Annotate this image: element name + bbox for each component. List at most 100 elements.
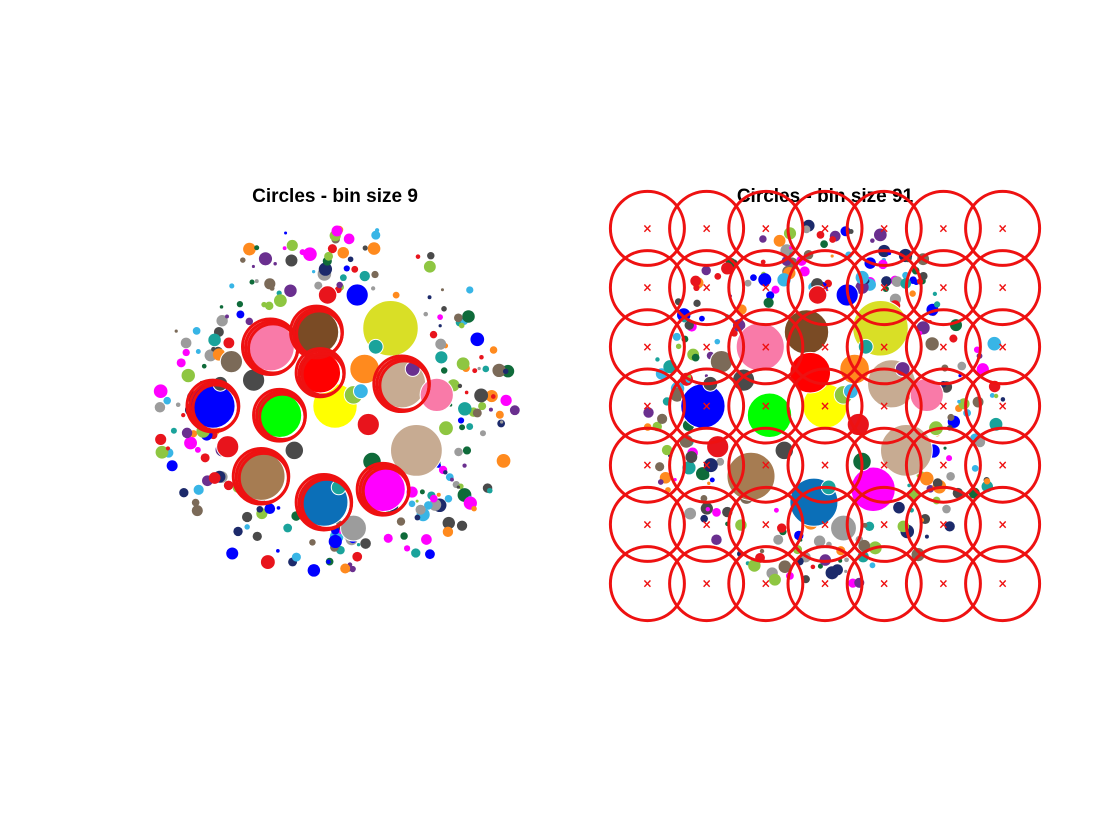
small-circle (703, 458, 718, 473)
bin-ring (668, 189, 746, 267)
small-circle (442, 526, 454, 538)
bin-center-marker: × (998, 340, 1008, 354)
bin-center-marker: × (702, 221, 712, 235)
small-circle (273, 262, 277, 266)
small-circle (462, 310, 475, 323)
data-circle (807, 285, 828, 305)
bin-ring (668, 308, 746, 386)
small-circle (712, 508, 721, 517)
small-circle (411, 548, 421, 558)
small-circle (429, 494, 438, 503)
bin-center-marker: × (702, 281, 712, 295)
bin-center-marker: × (820, 458, 830, 472)
bin-center-marker: × (761, 399, 771, 413)
small-circle (457, 383, 463, 389)
small-circle (893, 501, 905, 514)
small-circle (701, 265, 711, 276)
small-circle (258, 252, 273, 266)
small-circle (229, 283, 235, 289)
small-circle (243, 242, 256, 256)
small-circle (919, 471, 934, 486)
small-circle (831, 564, 843, 576)
small-circle (744, 279, 752, 287)
small-circle (486, 487, 493, 494)
small-circle (502, 368, 509, 375)
small-circle (166, 460, 178, 472)
small-circle (181, 427, 193, 439)
small-circle (415, 499, 419, 503)
small-circle (759, 548, 765, 554)
small-circle (400, 532, 408, 540)
small-circle (456, 520, 468, 531)
small-circle (848, 229, 854, 234)
small-circle (891, 276, 903, 287)
small-circle (462, 463, 467, 468)
small-circle (457, 417, 465, 424)
small-circle (242, 511, 253, 523)
small-circle (957, 399, 961, 404)
bin-center-marker: × (820, 281, 830, 295)
data-circle (216, 435, 240, 459)
small-circle (226, 547, 239, 560)
small-circle (303, 247, 317, 262)
small-circle (435, 338, 447, 350)
small-circle (932, 291, 938, 297)
data-circle (219, 350, 244, 374)
small-circle (225, 314, 229, 319)
small-circle (932, 478, 943, 488)
bin-center-marker: × (879, 517, 889, 531)
bin-ring (300, 477, 353, 530)
small-circle (643, 407, 654, 418)
small-circle (462, 446, 472, 455)
small-circle (750, 274, 757, 281)
small-circle (957, 361, 967, 371)
small-circle (245, 317, 254, 326)
bin-center-marker: × (879, 399, 889, 413)
small-circle (307, 564, 321, 577)
left-chart: Circles - bin size 9 (120, 186, 550, 616)
small-circle (657, 413, 668, 424)
bin-ring (964, 426, 1042, 504)
small-circle (844, 557, 849, 563)
bin-center-marker: × (820, 340, 830, 354)
bin-ring (668, 367, 746, 445)
small-circle (799, 266, 810, 277)
small-circle (477, 366, 481, 371)
bin-ring (727, 485, 805, 563)
small-circle (947, 413, 955, 421)
small-circle (771, 285, 780, 294)
small-circle (359, 270, 370, 282)
bin-ring (668, 545, 746, 623)
data-circle (345, 283, 369, 307)
small-circle (282, 246, 287, 251)
small-circle (830, 254, 834, 258)
bin-ring (608, 426, 686, 504)
bin-center-marker: × (938, 517, 948, 531)
small-circle (182, 348, 190, 357)
small-circle (450, 477, 454, 482)
small-circle (714, 272, 722, 280)
small-circle (716, 457, 725, 466)
bin-center-marker: × (820, 577, 830, 591)
small-circle (233, 526, 243, 537)
bin-center-marker: × (938, 340, 948, 354)
small-circle (153, 384, 168, 399)
small-circle (758, 273, 772, 287)
data-circle (909, 377, 944, 413)
bin-center-marker: × (998, 517, 1008, 531)
bin-center-marker: × (879, 458, 889, 472)
data-circle (419, 377, 454, 413)
bin-ring (786, 308, 864, 386)
data-circle (390, 424, 443, 477)
right-chart-plot: × × × × × × × × × × × × × × × × × × × × × × × × × × × × × × × × × × × × × × × ×… (608, 189, 1042, 623)
bin-center-marker: × (642, 281, 652, 295)
small-circle (208, 333, 221, 347)
small-circle (691, 353, 700, 362)
small-circle (773, 507, 779, 513)
small-circle (286, 239, 298, 252)
bin-ring (727, 367, 805, 445)
small-circle (347, 256, 354, 263)
small-circle (155, 433, 167, 446)
bin-ring (964, 485, 1042, 563)
small-circle (425, 549, 435, 560)
